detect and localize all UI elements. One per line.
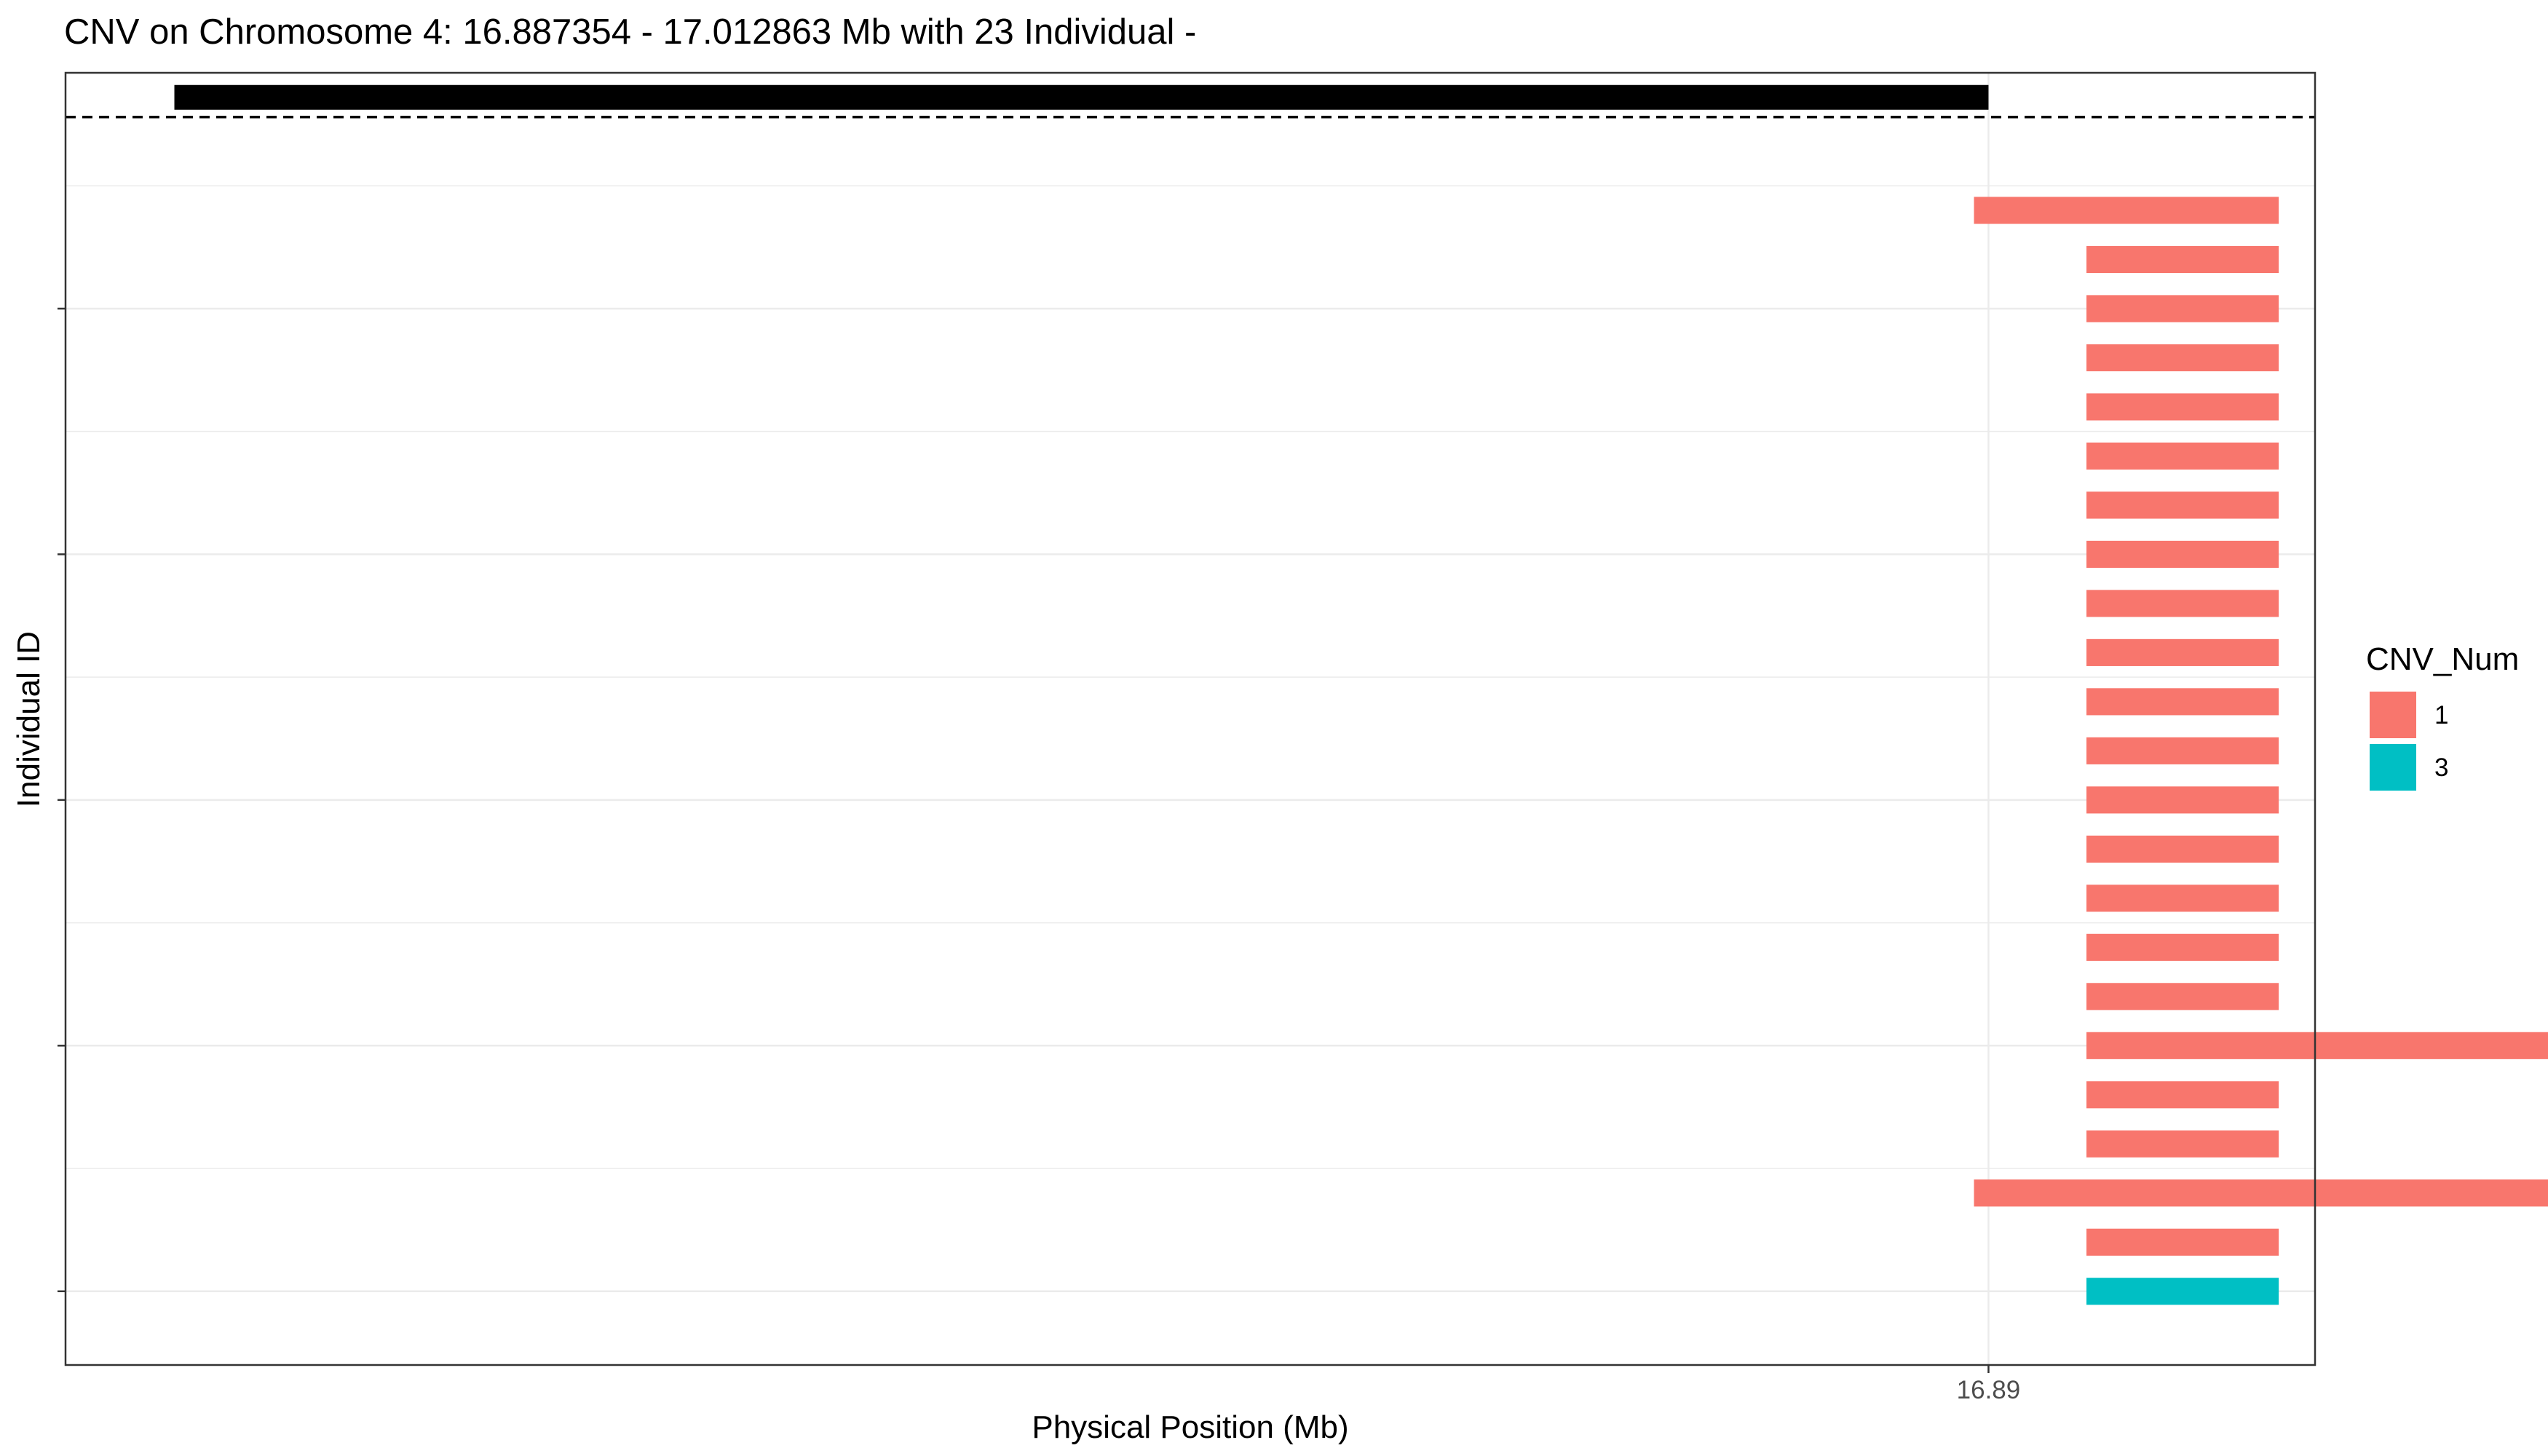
cnv-bar (1974, 197, 2279, 224)
cnv-bar (2086, 1278, 2279, 1305)
cnv-bar (2086, 786, 2279, 814)
cnv-bar (2086, 491, 2279, 519)
x-tick-label: 16.89 (1957, 1376, 2021, 1404)
cnv-bar (1974, 1179, 2548, 1207)
cnv-bar (2086, 638, 2279, 666)
cnv-bar (2086, 933, 2279, 961)
reference-layer (66, 84, 2315, 119)
legend-swatch (2370, 744, 2416, 791)
cnv-bar (2086, 1228, 2279, 1256)
cnv-bar (2086, 1081, 2279, 1109)
cnv-bar (2086, 1130, 2279, 1158)
cnv-bars (1974, 197, 2548, 1305)
cnv-bar (2086, 540, 2279, 568)
cnv-bar (2086, 393, 2279, 421)
legend-label: 3 (2434, 753, 2448, 782)
cnv-bar (2086, 688, 2279, 716)
cnv-bar (2086, 885, 2279, 912)
grid-lines (66, 73, 2315, 1365)
chart-title: CNV on Chromosome 4: 16.887354 - 17.0128… (64, 12, 1196, 52)
cnv-bar (2086, 442, 2279, 470)
cnv-bar (2086, 737, 2279, 764)
legend-label: 1 (2434, 701, 2448, 729)
plot-panel (64, 71, 2548, 1366)
panel-background (66, 73, 2315, 1365)
cnv-bar (2086, 295, 2279, 323)
panel-border (64, 71, 2316, 1366)
legend-title: CNV_Num (2366, 641, 2519, 677)
y-axis-title: Individual ID (11, 631, 47, 807)
reference-region-bar (174, 84, 1989, 110)
axes: 16.89 (58, 307, 2021, 1404)
legend-swatch (2370, 692, 2416, 738)
cnv-bar (2086, 245, 2279, 274)
cnv-bar (2086, 983, 2279, 1010)
cnv-bar (2086, 344, 2279, 372)
cnv-bar (2086, 1032, 2548, 1059)
legend: CNV_Num 1 3 (2366, 641, 2519, 791)
x-axis-title: Physical Position (Mb) (1032, 1409, 1348, 1445)
cnv-bar (2086, 835, 2279, 863)
cnv-bar (2086, 590, 2279, 617)
